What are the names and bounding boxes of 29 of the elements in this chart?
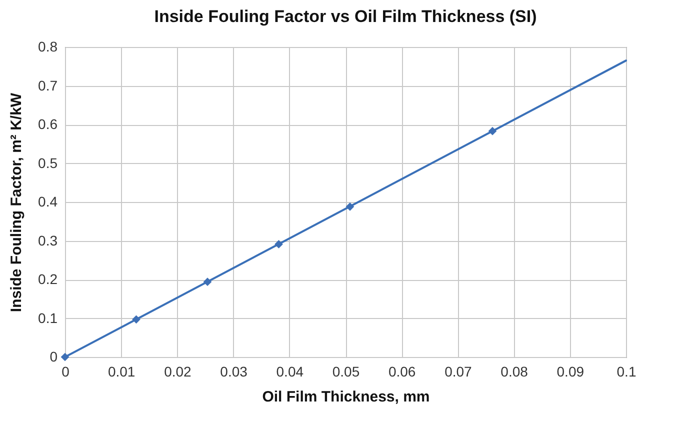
y-tick-label: 0.2 [38,271,58,287]
x-tick-label: 0.1 [616,364,636,380]
x-tick-label: 0.01 [108,364,136,380]
y-tick-label: 0.1 [38,310,58,326]
x-tick-label: 0.06 [388,364,416,380]
y-tick-label: 0 [50,348,58,364]
y-tick-label: 0.5 [38,154,58,171]
y-tick-label: 0.4 [38,194,58,210]
y-tick-label: 0.8 [38,38,58,54]
x-tick-label: 0 [62,364,70,380]
x-tick-label: 0.03 [220,364,248,380]
x-tick-label: 0.09 [556,364,584,380]
point [60,352,70,362]
x-tick-label: 0.04 [276,364,304,380]
x-tick-label: 0.02 [164,364,192,380]
point [488,126,497,136]
y-tick-label: 0.7 [38,77,58,94]
x-tick-label: 0.07 [444,364,472,380]
point [346,202,354,211]
point [203,278,212,286]
point [132,315,140,324]
y-tick-label: 0.6 [38,116,58,132]
y-axis-title: Inside Fouling Factor, m² K/kW [8,92,26,312]
x-tick-label: 0.08 [500,364,528,380]
x-axis-title: Oil Film Thickness, mm [262,388,430,406]
point [274,240,283,248]
x-tick-label: 0.05 [332,364,360,380]
chart-title: Inside Fouling Factor vs Oil Film Thickness (SI) [154,7,537,26]
y-tick-label: 0.3 [38,232,58,248]
